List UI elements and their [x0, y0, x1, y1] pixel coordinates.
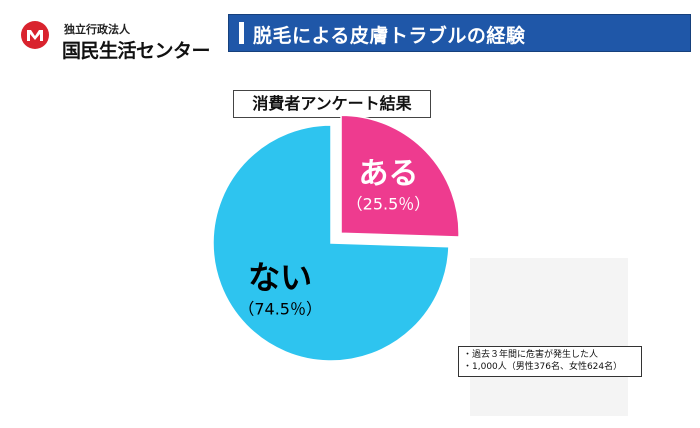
- logo: 独立行政法人 国民生活センター: [4, 6, 224, 62]
- page-title: 脱毛による皮膚トラブルの経験: [253, 25, 526, 47]
- pie-slice: [340, 114, 460, 238]
- note-panel: [470, 258, 628, 416]
- survey-label: 消費者アンケート結果: [233, 90, 431, 118]
- org-name: 国民生活センター: [62, 40, 211, 62]
- org-label: 独立行政法人: [64, 23, 130, 36]
- pie-slice: [212, 124, 450, 362]
- title-bar: 脱毛による皮膚トラブルの経験: [228, 14, 691, 52]
- slice-label: ある: [359, 156, 419, 191]
- slice-value-label: （74.5％）: [238, 299, 322, 318]
- logo-icon: [21, 21, 49, 49]
- note-line-2: ・1,000人（男性376名、女性624名）: [463, 362, 623, 372]
- slice-label: ない: [248, 258, 312, 296]
- note-line-1: ・過去３年間に危害が発生した人: [463, 350, 599, 360]
- note-box: ・過去３年間に危害が発生した人 ・1,000人（男性376名、女性624名）: [458, 346, 642, 377]
- title-accent: [239, 22, 244, 44]
- slice-value-label: （25.5％）: [347, 194, 431, 213]
